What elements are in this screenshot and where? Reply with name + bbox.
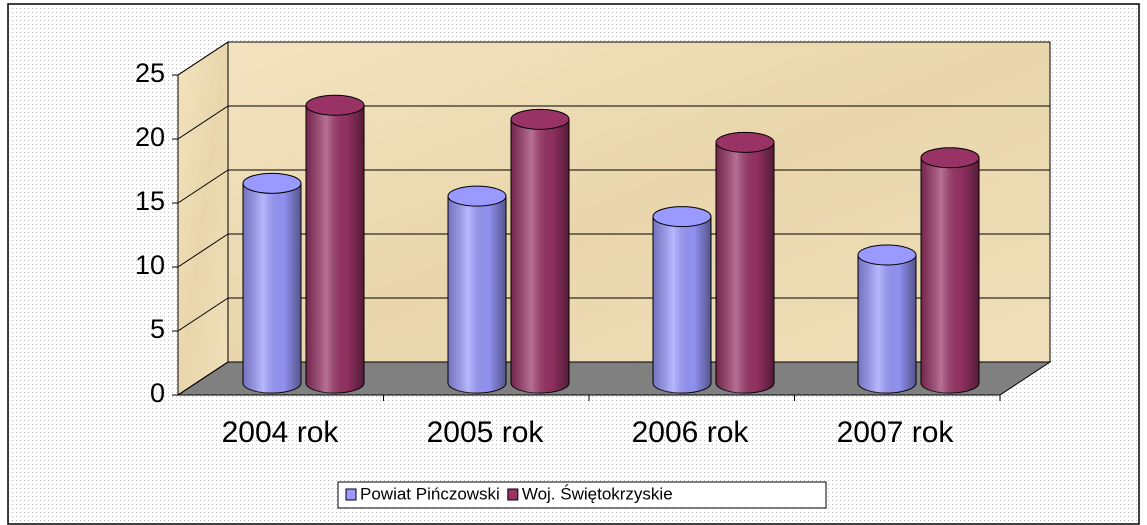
x-tick-label: 2006 rok xyxy=(632,416,750,449)
grid-line xyxy=(177,297,229,332)
bar-top xyxy=(510,108,570,130)
bar-shading xyxy=(511,119,569,393)
bar-shading xyxy=(858,255,916,393)
legend-label: Powiat Pińczowski xyxy=(360,484,500,503)
bar-shading xyxy=(653,216,711,393)
legend-box xyxy=(337,481,827,509)
x-tick-label: 2004 rok xyxy=(222,416,340,449)
bar-shading xyxy=(243,183,301,393)
x-tick-label: 2005 rok xyxy=(427,416,545,449)
grid-line xyxy=(177,105,229,140)
bar-top xyxy=(715,131,775,153)
bar-top xyxy=(857,244,917,266)
bar-shading xyxy=(448,196,506,393)
bar-top xyxy=(447,185,507,207)
legend-swatch xyxy=(507,488,519,501)
side-wall xyxy=(177,41,229,396)
y-tick-label: 25 xyxy=(135,58,165,88)
bar-top xyxy=(305,94,365,116)
bar-top xyxy=(652,206,712,228)
legend-swatch xyxy=(345,488,357,501)
y-tick-label: 15 xyxy=(135,186,165,216)
bar-shading xyxy=(306,105,364,394)
bar-shading xyxy=(716,142,774,393)
grid-line xyxy=(177,41,229,76)
bar-top xyxy=(242,172,302,194)
grid-line xyxy=(177,169,229,204)
y-tick-label: 5 xyxy=(150,314,165,344)
legend-label: Woj. Świętokrzyskie xyxy=(522,484,673,503)
x-tick-label: 2007 rok xyxy=(837,416,955,449)
y-tick-label: 0 xyxy=(150,378,165,408)
y-tick-label: 20 xyxy=(135,122,165,152)
bar-top xyxy=(920,147,980,169)
y-tick-label: 10 xyxy=(135,250,165,280)
bar-shading xyxy=(921,157,979,393)
grid-line xyxy=(177,233,229,268)
grid-line xyxy=(177,361,229,396)
